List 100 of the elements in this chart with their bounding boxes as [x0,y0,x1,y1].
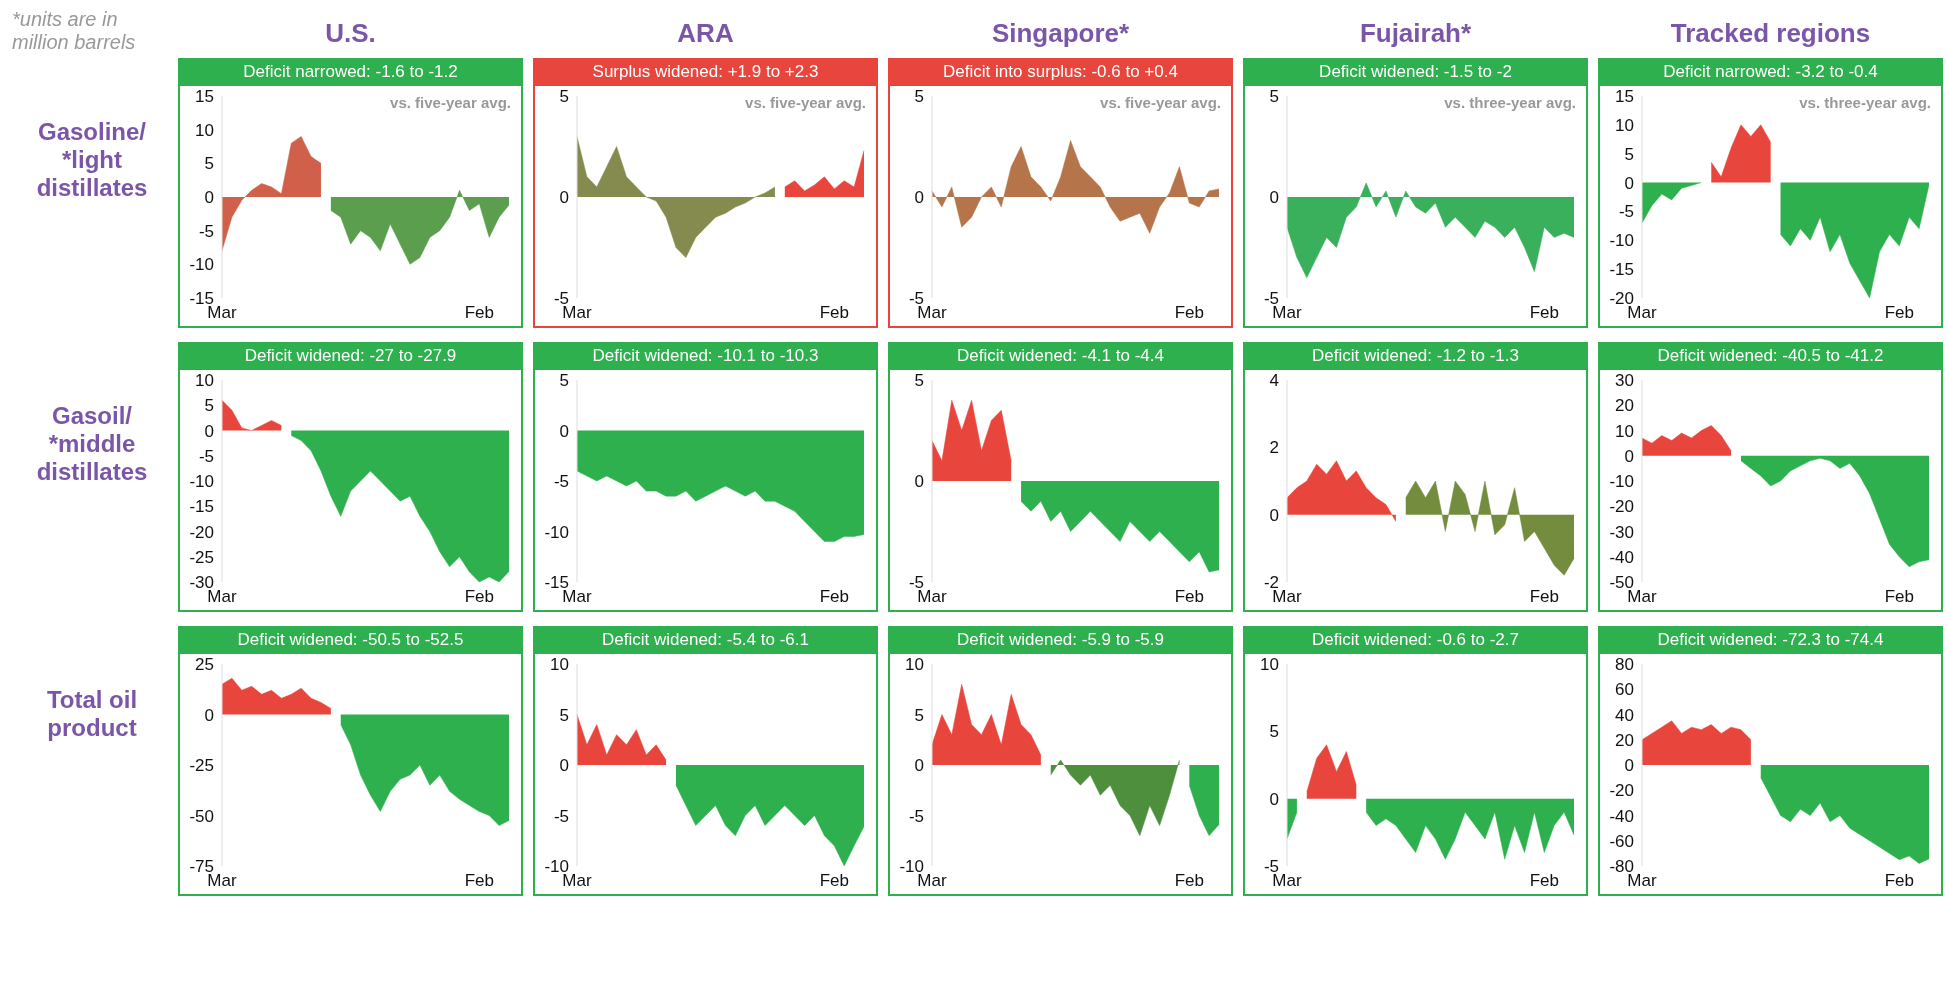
y-tick-label: 15 [1615,87,1634,107]
y-tick-label: 2 [1269,438,1279,458]
chart-subtitle: Deficit widened: -5.9 to -5.9 [888,626,1233,654]
y-tick-label: 20 [1615,396,1634,416]
annotation: vs. five-year avg. [1100,94,1221,111]
y-axis-title: Gasoil/ *middle distillates [35,402,149,486]
y-tick-label: 80 [1615,655,1634,675]
y-tick-label: 5 [204,396,214,416]
y-tick-label: -50 [189,806,214,826]
y-tick-label: 0 [1269,505,1279,525]
y-tick-label: -20 [189,522,214,542]
y-tick-label: 25 [195,655,214,675]
y-tick-label: 0 [914,756,924,776]
x-tick-label: Feb [1884,303,1914,323]
x-tick-label: Feb [1529,871,1559,891]
chart-subtitle: Deficit widened: -10.1 to -10.3 [533,342,878,370]
y-tick-label: -15 [189,497,214,517]
x-tick-label: Feb [819,303,849,323]
y-tick-label: 0 [1624,756,1634,776]
y-tick-label: 0 [559,188,569,208]
y-tick-label: 10 [1615,115,1634,135]
y-tick-label: 5 [1269,722,1279,742]
y-tick-label: 5 [559,705,569,725]
x-tick-label: Feb [464,587,494,607]
y-axis-title: Total oil product [45,686,139,742]
y-tick-label: -10 [189,255,214,275]
annotation: vs. five-year avg. [390,94,511,111]
annotation: vs. three-year avg. [1444,94,1576,111]
x-tick-label: Feb [464,303,494,323]
chart-subtitle: Deficit widened: -72.3 to -74.4 [1598,626,1943,654]
chart-subtitle: Deficit narrowed: -1.6 to -1.2 [178,58,523,86]
y-tick-label: -20 [1609,497,1634,517]
x-tick-label: Feb [1884,587,1914,607]
x-tick-label: Feb [1529,303,1559,323]
y-tick-label: 5 [1624,144,1634,164]
y-tick-label: 40 [1615,705,1634,725]
y-tick-label: 5 [559,371,569,391]
y-tick-label: 5 [914,705,924,725]
y-tick-label: -30 [1609,522,1634,542]
y-tick-label: 0 [559,756,569,776]
y-tick-label: -10 [1609,231,1634,251]
chart-title: ARA [676,18,735,50]
chart-title: U.S. [324,18,377,50]
x-tick-label: Feb [1174,871,1204,891]
y-tick-label: 0 [204,705,214,725]
y-tick-label: -40 [1609,806,1634,826]
y-tick-label: 0 [1269,188,1279,208]
y-tick-label: 0 [559,421,569,441]
x-tick-label: Feb [819,587,849,607]
y-tick-label: 0 [914,472,924,492]
y-tick-label: -10 [544,522,569,542]
y-tick-label: 60 [1615,680,1634,700]
chart-subtitle: Deficit widened: -1.5 to -2 [1243,58,1588,86]
y-tick-label: -5 [553,472,569,492]
x-tick-label: Feb [1174,587,1204,607]
y-tick-label: 10 [1260,655,1279,675]
y-tick-label: -5 [198,221,214,241]
chart-title: Fujairah* [1358,18,1473,50]
y-tick-label: 5 [1269,87,1279,107]
y-tick-label: 10 [905,655,924,675]
y-tick-label: 0 [1624,173,1634,193]
y-tick-label: 5 [914,371,924,391]
y-tick-label: 0 [1269,789,1279,809]
y-tick-label: 5 [914,87,924,107]
chart-subtitle: Deficit widened: -4.1 to -4.4 [888,342,1233,370]
x-tick-label: Feb [1884,871,1914,891]
y-tick-label: 0 [1624,446,1634,466]
y-tick-label: -5 [198,446,214,466]
chart-title: Tracked regions [1669,18,1872,50]
y-tick-label: -25 [189,547,214,567]
y-tick-label: 30 [1615,371,1634,391]
y-tick-label: -5 [553,806,569,826]
y-tick-label: 10 [550,655,569,675]
chart-title: Singapore* [990,18,1131,50]
chart-subtitle: Deficit into surplus: -0.6 to +0.4 [888,58,1233,86]
y-tick-label: -40 [1609,547,1634,567]
y-tick-label: 20 [1615,730,1634,750]
chart-subtitle: Deficit widened: -5.4 to -6.1 [533,626,878,654]
y-tick-label: 15 [195,87,214,107]
x-tick-label: Feb [1174,303,1204,323]
y-tick-label: 10 [1615,421,1634,441]
y-tick-label: 5 [204,154,214,174]
y-tick-label: -5 [1618,202,1634,222]
y-tick-label: -10 [1609,472,1634,492]
y-tick-label: -10 [189,472,214,492]
y-tick-label: -5 [908,806,924,826]
y-tick-label: 0 [914,188,924,208]
y-tick-label: -25 [189,756,214,776]
y-tick-label: 5 [559,87,569,107]
chart-subtitle: Deficit widened: -50.5 to -52.5 [178,626,523,654]
annotation: vs. three-year avg. [1799,94,1931,111]
y-tick-label: 0 [204,188,214,208]
x-tick-label: Feb [464,871,494,891]
chart-subtitle: Surplus widened: +1.9 to +2.3 [533,58,878,86]
y-tick-label: -20 [1609,781,1634,801]
chart-subtitle: Deficit narrowed: -3.2 to -0.4 [1598,58,1943,86]
y-tick-label: 10 [195,120,214,140]
y-tick-label: -60 [1609,831,1634,851]
y-tick-label: 10 [195,371,214,391]
y-tick-label: 0 [204,421,214,441]
